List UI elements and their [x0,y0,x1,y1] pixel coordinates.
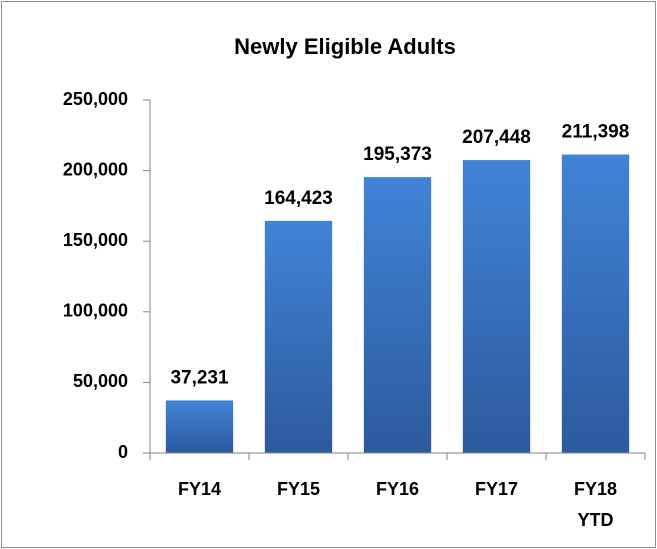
y-tick-label: 250,000 [63,89,128,109]
x-tick-label: FY16 [376,479,419,499]
value-label: 37,231 [170,367,229,388]
value-label: 164,423 [264,188,333,209]
bar [264,220,333,453]
x-tick-label: FY15 [277,479,320,499]
y-tick-label: 200,000 [63,159,128,179]
value-label: 195,373 [363,144,432,165]
y-tick-label: 100,000 [63,301,128,321]
x-tick-label: FY17 [475,479,518,499]
value-label: 211,398 [562,122,630,143]
x-tick-label: FY18 YTD [574,479,617,530]
bar [363,177,432,453]
chart-title: Newly Eligible Adults [234,34,456,59]
bar [561,154,630,453]
bar [462,160,531,453]
y-tick-label: 150,000 [63,230,128,250]
y-tick-label: 0 [118,442,128,462]
y-tick-label: 50,000 [73,371,128,391]
bar [165,400,234,453]
value-label: 207,448 [462,127,531,148]
x-tick-label: FY14 [178,479,221,499]
